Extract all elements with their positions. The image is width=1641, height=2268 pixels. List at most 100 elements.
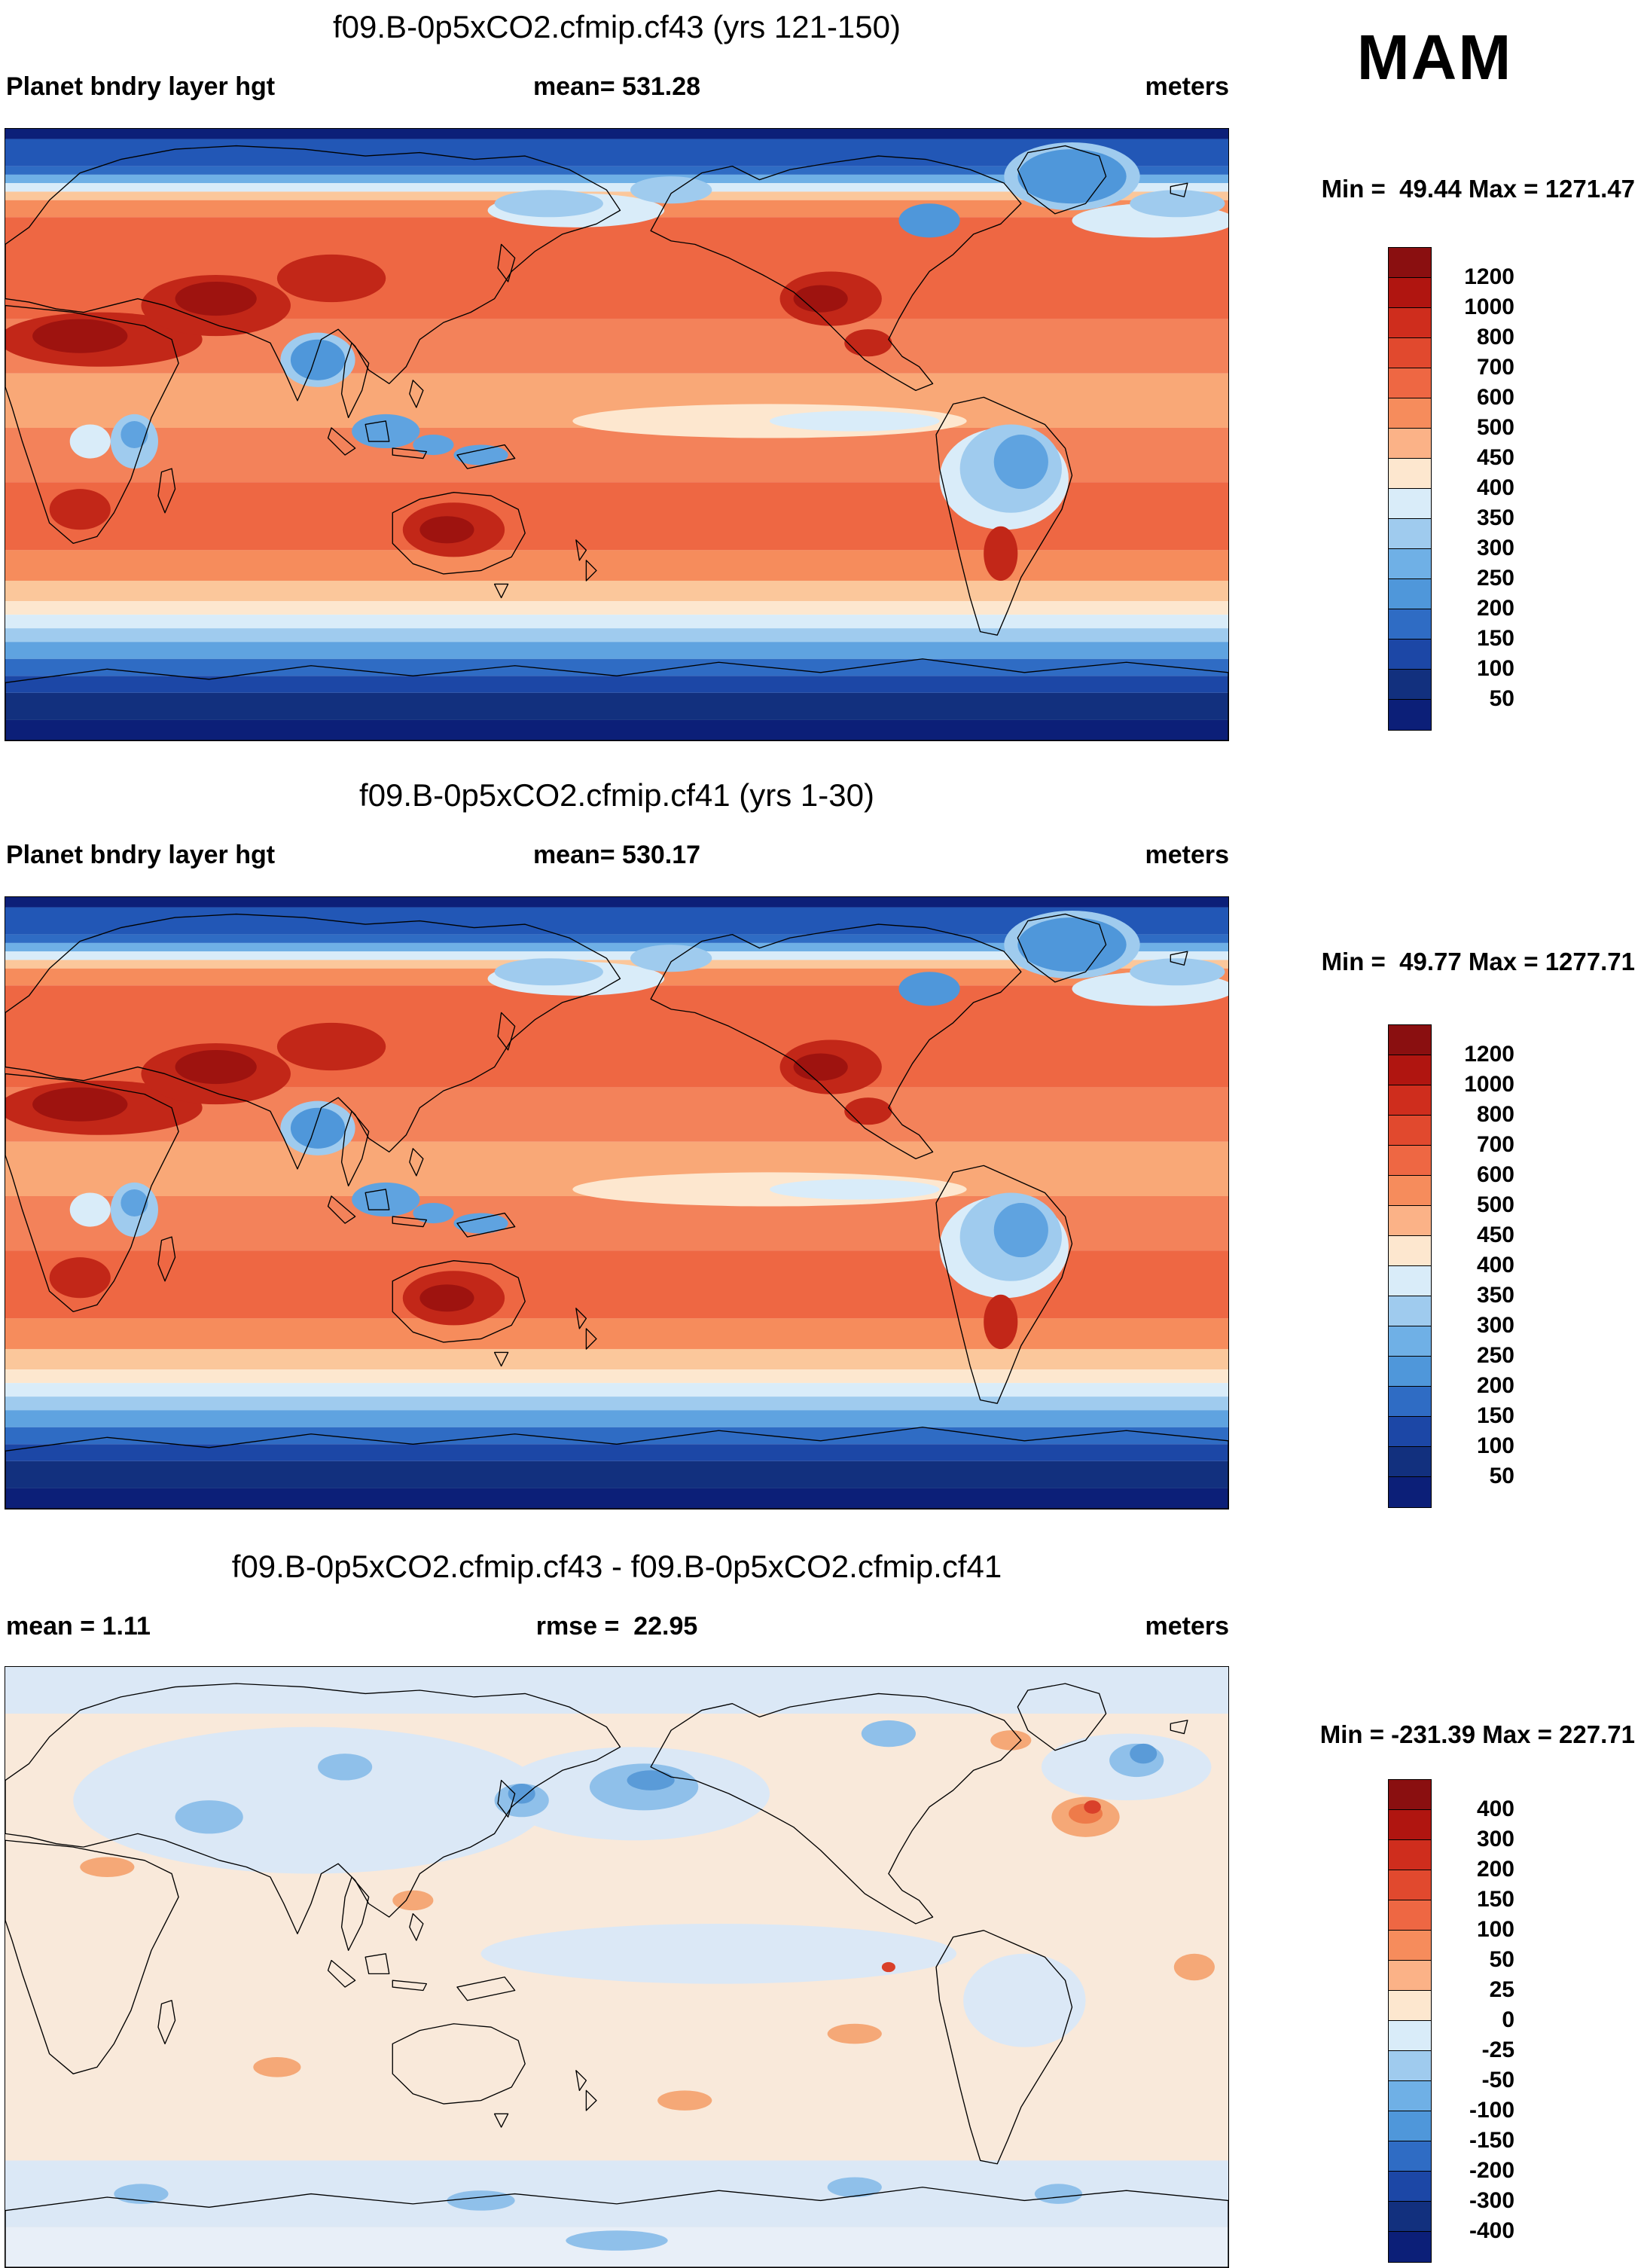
colorbar-cell [1389, 1176, 1431, 1206]
colorbar-level-label: 25 [1489, 1977, 1514, 2002]
colorbar-level-label: 500 [1476, 415, 1514, 440]
colorbar-cell [1389, 429, 1431, 459]
colorbar-cell [1389, 1870, 1431, 1900]
colorbar-level-label: 1200 [1464, 264, 1514, 289]
colorbar-level-label: 200 [1476, 1373, 1514, 1398]
colorbar-level-label: 50 [1489, 1947, 1514, 1972]
colorbar-level-label: 250 [1476, 1343, 1514, 1368]
colorbar-cell [1389, 1477, 1431, 1507]
colorbar-cell [1389, 519, 1431, 549]
colorbar-cell [1389, 1991, 1431, 2021]
colorbar-cell [1389, 368, 1431, 398]
colorbar-cell [1389, 308, 1431, 338]
panel3-units-label: meters [1145, 1612, 1229, 1641]
panel2-field-label: Planet bndry layer hgt [6, 841, 276, 869]
colorbar-level-label: 0 [1502, 2007, 1514, 2032]
panel2-mean-label: mean= 530.17 [532, 841, 701, 869]
panel2-map [5, 896, 1229, 1509]
colorbar-cell [1389, 278, 1431, 308]
colorbar-level-label: 150 [1476, 1403, 1514, 1428]
panel2-colorbar [1388, 1024, 1432, 1508]
panel3-mean-label: mean = 1.11 [6, 1612, 151, 1641]
colorbar-level-label: 250 [1476, 566, 1514, 591]
colorbar-level-label: 50 [1489, 1464, 1514, 1488]
panel1-title: f09.B-0p5xCO2.cfmip.cf43 (yrs 121-150) [333, 9, 901, 44]
colorbar-level-label: -300 [1469, 2188, 1514, 2213]
colorbar-cell [1389, 2232, 1431, 2262]
colorbar-cell [1389, 489, 1431, 519]
colorbar-level-label: 450 [1476, 1223, 1514, 1247]
colorbar-cell [1389, 398, 1431, 429]
colorbar-level-label: -150 [1469, 2128, 1514, 2153]
panel3-rmse-label: rmse = 22.95 [535, 1612, 698, 1641]
colorbar-level-label: 600 [1476, 1162, 1514, 1187]
colorbar-cell [1389, 1357, 1431, 1387]
colorbar-cell [1389, 1055, 1431, 1085]
colorbar-level-label: -50 [1481, 2068, 1514, 2092]
colorbar-level-label: 700 [1476, 1132, 1514, 1157]
panel1-units-label: meters [1145, 72, 1229, 101]
colorbar-level-label: -25 [1481, 2038, 1514, 2062]
colorbar-level-label: 600 [1476, 385, 1514, 410]
colorbar-cell [1389, 1840, 1431, 1870]
colorbar-level-label: 350 [1476, 1283, 1514, 1308]
colorbar-level-label: -400 [1469, 2218, 1514, 2243]
colorbar-cell [1389, 1961, 1431, 1991]
colorbar-cell [1389, 670, 1431, 700]
colorbar-cell [1389, 2021, 1431, 2051]
panel3-map [5, 1666, 1229, 2268]
colorbar-level-label: -100 [1469, 2098, 1514, 2123]
panel1-minmax-label: Min = 49.44 Max = 1271.47 [1321, 175, 1635, 203]
colorbar-level-label: 200 [1476, 596, 1514, 621]
panel1-map [5, 128, 1229, 741]
colorbar-level-label: 700 [1476, 355, 1514, 380]
colorbar-cell [1389, 1447, 1431, 1477]
colorbar-cell [1389, 2081, 1431, 2111]
colorbar-level-label: 200 [1476, 1857, 1514, 1882]
colorbar-cell [1389, 579, 1431, 609]
colorbar-level-label: 50 [1489, 686, 1514, 711]
colorbar-cell [1389, 248, 1431, 278]
colorbar-level-label: 350 [1476, 505, 1514, 530]
colorbar-level-label: 300 [1476, 1827, 1514, 1851]
colorbar-level-label: 300 [1476, 1313, 1514, 1338]
colorbar-level-label: 300 [1476, 536, 1514, 560]
colorbar-level-label: 1200 [1464, 1042, 1514, 1067]
colorbar-cell [1389, 1085, 1431, 1116]
colorbar-level-label: 100 [1476, 656, 1514, 681]
colorbar-level-label: 500 [1476, 1192, 1514, 1217]
colorbar-cell [1389, 639, 1431, 670]
colorbar-cell [1389, 2172, 1431, 2202]
colorbar-level-label: 800 [1476, 325, 1514, 350]
panel2-units-label: meters [1145, 841, 1229, 869]
colorbar-level-label: 150 [1476, 1887, 1514, 1912]
colorbar-cell [1389, 2141, 1431, 2172]
panel1-field-label: Planet bndry layer hgt [6, 72, 276, 101]
colorbar-level-label: 800 [1476, 1102, 1514, 1127]
colorbar-level-label: -200 [1469, 2158, 1514, 2183]
colorbar-cell [1389, 1266, 1431, 1296]
colorbar-cell [1389, 1387, 1431, 1417]
colorbar-cell [1389, 1900, 1431, 1931]
colorbar-cell [1389, 609, 1431, 639]
colorbar-level-label: 1000 [1464, 295, 1514, 319]
colorbar-cell [1389, 2051, 1431, 2081]
panel1-colorbar [1388, 247, 1432, 731]
colorbar-level-label: 450 [1476, 445, 1514, 470]
colorbar-level-label: 150 [1476, 626, 1514, 651]
panel3-colorbar-labels: 400 300 200 150 100 50 25 0 -25 -50 -100 -150 -200 -3… [1442, 1798, 1514, 2242]
colorbar-level-label: 400 [1476, 1796, 1514, 1821]
panel1-colorbar-labels: 1200 1000 800 700 600 500 450 400 350 300 250 200 15… [1442, 266, 1514, 710]
panel1-mean-label: mean= 531.28 [532, 72, 701, 101]
colorbar-level-label: 400 [1476, 475, 1514, 500]
colorbar-cell [1389, 1296, 1431, 1326]
colorbar-level-label: 100 [1476, 1917, 1514, 1942]
panel3-colorbar [1388, 1779, 1432, 2263]
colorbar-cell [1389, 549, 1431, 579]
colorbar-cell [1389, 1326, 1431, 1357]
colorbar-cell [1389, 2111, 1431, 2141]
season-label: MAM [1356, 22, 1513, 93]
panel2-minmax-label: Min = 49.77 Max = 1277.71 [1321, 948, 1635, 975]
colorbar-cell [1389, 1206, 1431, 1236]
